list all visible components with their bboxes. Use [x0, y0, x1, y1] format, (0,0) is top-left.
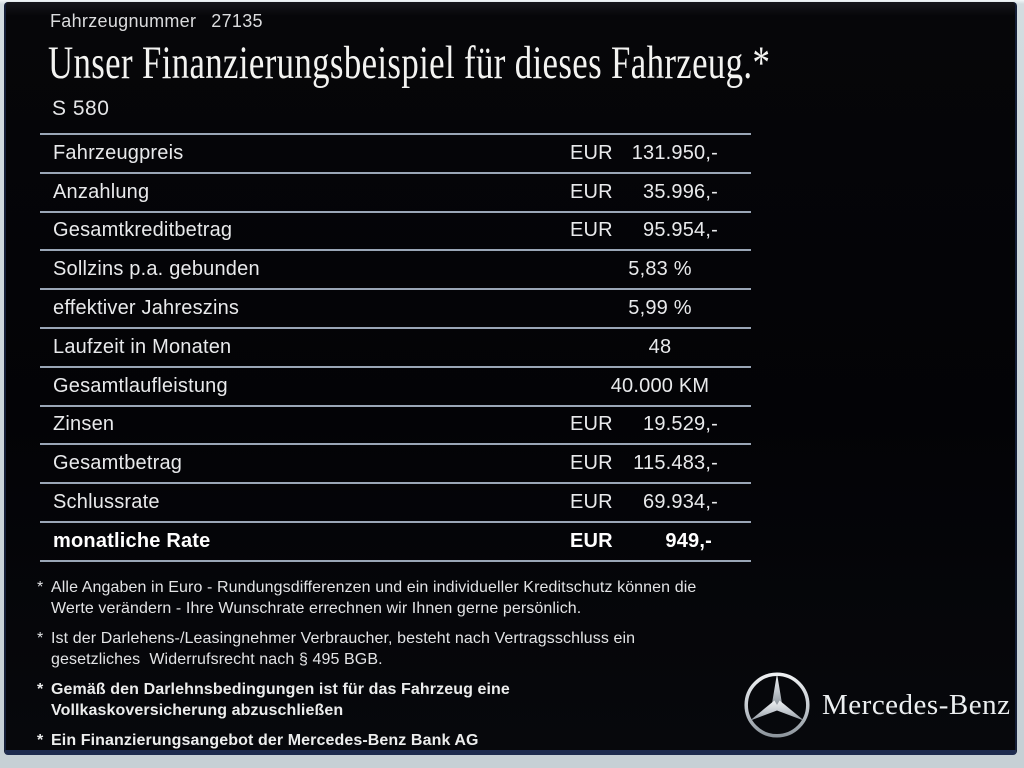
footnote-marker: * [37, 630, 44, 647]
row-label: Fahrzeugpreis [53, 141, 184, 164]
table-row: Gesamtlaufleistung 40.000 KM [40, 365, 751, 405]
row-value: 5,83 % [628, 258, 692, 281]
table-row: Anzahlung EUR 35.996,- [40, 171, 751, 211]
row-value: 5,99 % [628, 297, 692, 320]
row-label: Gesamtbetrag [53, 452, 183, 475]
table-row: Schlussrate EUR 69.934,- [40, 482, 751, 521]
currency-code: EUR [570, 180, 613, 203]
row-label: Gesamtlaufleistung [53, 374, 228, 397]
footnote: * Ist der Darlehens-/Leasingnehmer Verbra… [37, 628, 743, 670]
brand-name: Mercedes-Benz [822, 689, 1011, 721]
currency-code: EUR [570, 219, 613, 242]
table-row: Gesamtkreditbetrag EUR 95.954,- [40, 210, 751, 250]
table-row: effektiver Jahreszins 5,99 % [40, 288, 751, 327]
row-value: EUR 19.529,- [570, 413, 718, 436]
row-value: 48 [648, 335, 672, 358]
finance-sheet: Fahrzeugnummer 27135 Unser Finanzierungsb… [4, 2, 1017, 755]
footnote-text: Ein Finanzierungsangebot der Mercedes-Be… [51, 732, 479, 749]
row-label: Laufzeit in Monaten [53, 335, 232, 358]
footnote: * Gemäß den Darlehnsbedingungen ist für d… [37, 679, 743, 721]
footnote-text: Alle Angaben in Euro - Rundungsdifferenz… [51, 579, 697, 617]
currency-code: EUR [570, 491, 613, 514]
currency-code: EUR [570, 413, 613, 436]
vehicle-number: Fahrzeugnummer 27135 [50, 10, 263, 32]
model-name: S 580 [52, 97, 110, 120]
row-value: EUR 131.950,- [570, 142, 718, 165]
currency-code: EUR [570, 141, 613, 164]
footnote-text: Ist der Darlehens-/Leasingnehmer Verbrau… [51, 630, 636, 668]
row-value: 40.000 KM [610, 374, 710, 397]
page-title: Unser Finanzierungsbeispiel für dieses F… [48, 37, 771, 89]
table-row: monatliche Rate EUR 949,- [40, 520, 751, 560]
amount: 115.483,- [633, 452, 718, 475]
row-value: EUR 69.934,- [570, 491, 718, 514]
footnote-marker: * [37, 681, 44, 698]
table-row: Sollzins p.a. gebunden 5,83 % [40, 249, 751, 288]
footnote-marker: * [37, 732, 44, 749]
row-label: Schlussrate [53, 491, 160, 514]
footnotes: * Alle Angaben in Euro - Rundungsdifferen… [37, 577, 743, 760]
table-row: Zinsen EUR 19.529,- [40, 404, 751, 444]
brand-logo: Mercedes-Benz [742, 669, 1010, 741]
row-value: EUR 35.996,- [570, 181, 718, 204]
footnote: * Alle Angaben in Euro - Rundungsdifferen… [37, 577, 743, 619]
footnote-marker: * [37, 579, 44, 596]
vehicle-number-value: 27135 [211, 11, 263, 31]
amount: 35.996,- [643, 180, 718, 203]
currency-code: EUR [570, 452, 613, 475]
amount: 69.934,- [643, 491, 718, 514]
amount: 949,- [665, 529, 712, 552]
row-value: EUR 949,- [570, 530, 712, 553]
table-row: Laufzeit in Monaten 48 [40, 326, 751, 366]
finance-table: Fahrzeugpreis EUR 131.950,- Anzahlung EUR 35.… [40, 133, 751, 562]
row-label: monatliche Rate [53, 529, 211, 552]
row-value: EUR 115.483,- [570, 452, 718, 475]
row-label: Gesamtkreditbetrag [53, 219, 233, 242]
table-row: Fahrzeugpreis EUR 131.950,- [40, 133, 751, 172]
footnote: * Ein Finanzierungsangebot der Mercedes-B… [37, 730, 743, 751]
amount: 19.529,- [643, 413, 718, 436]
mercedes-star-icon [744, 672, 810, 738]
row-label: Sollzins p.a. gebunden [53, 258, 260, 281]
row-label: Zinsen [53, 413, 115, 436]
row-label: effektiver Jahreszins [53, 297, 240, 320]
amount: 131.950,- [631, 141, 718, 164]
row-label: Anzahlung [53, 180, 150, 203]
vehicle-number-label: Fahrzeugnummer [50, 11, 197, 31]
footnote-text: Gemäß den Darlehnsbedingungen ist für da… [51, 681, 510, 719]
currency-code: EUR [570, 529, 613, 552]
amount: 95.954,- [643, 219, 718, 242]
row-value: EUR 95.954,- [570, 219, 718, 242]
table-row: Gesamtbetrag EUR 115.483,- [40, 443, 751, 482]
